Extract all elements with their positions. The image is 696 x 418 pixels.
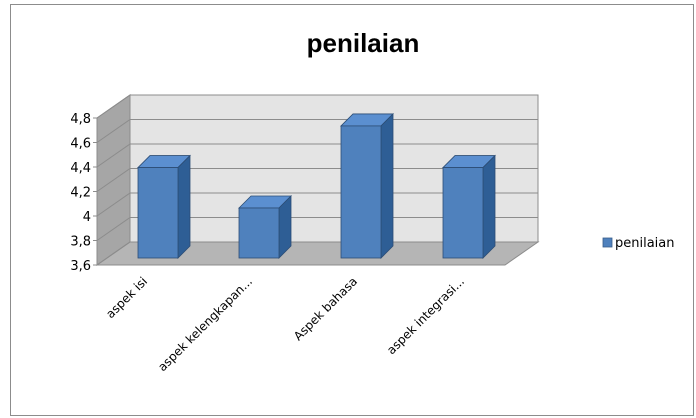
y-axis-ticks: 3,6 3,8 4 4,2 4,4 4,6 4,8 <box>70 112 98 274</box>
bar <box>238 207 280 259</box>
gridline-side <box>96 143 131 168</box>
bars <box>137 112 496 259</box>
bar <box>137 167 179 259</box>
x-tick-label: Aspek bahasa <box>291 274 360 343</box>
gridline-side <box>96 192 131 217</box>
gridline-side <box>96 217 131 241</box>
bar <box>340 125 382 259</box>
gridline-side <box>96 119 131 143</box>
y-tick-label: 3,6 <box>70 259 91 274</box>
y-tick-label: 4,2 <box>70 186 91 201</box>
y-tick-label: 4 <box>83 210 91 225</box>
bar <box>442 167 484 259</box>
gridline-side <box>96 168 131 192</box>
x-tick-label: aspek integrasi... <box>384 274 467 357</box>
x-tick-label: aspek isi <box>103 274 150 321</box>
y-tick-label: 4,8 <box>70 112 91 127</box>
x-axis-labels: aspek isi aspek kelengkapan... Aspek bahas… <box>103 274 467 374</box>
bar-side <box>177 154 191 259</box>
x-tick-label: aspek kelengkapan... <box>155 274 255 374</box>
y-tick-label: 4,4 <box>70 161 91 176</box>
gridline-side <box>96 94 131 119</box>
gridline-side <box>96 241 131 266</box>
legend: penilaian <box>602 236 675 251</box>
y-tick-label: 4,6 <box>70 137 91 152</box>
y-tick-label: 3,8 <box>70 235 91 250</box>
bar-side <box>380 112 394 259</box>
bar-side <box>482 154 496 259</box>
chart-title: penilaian <box>307 28 420 58</box>
legend-label: penilaian <box>615 236 675 251</box>
legend-swatch <box>602 237 613 248</box>
